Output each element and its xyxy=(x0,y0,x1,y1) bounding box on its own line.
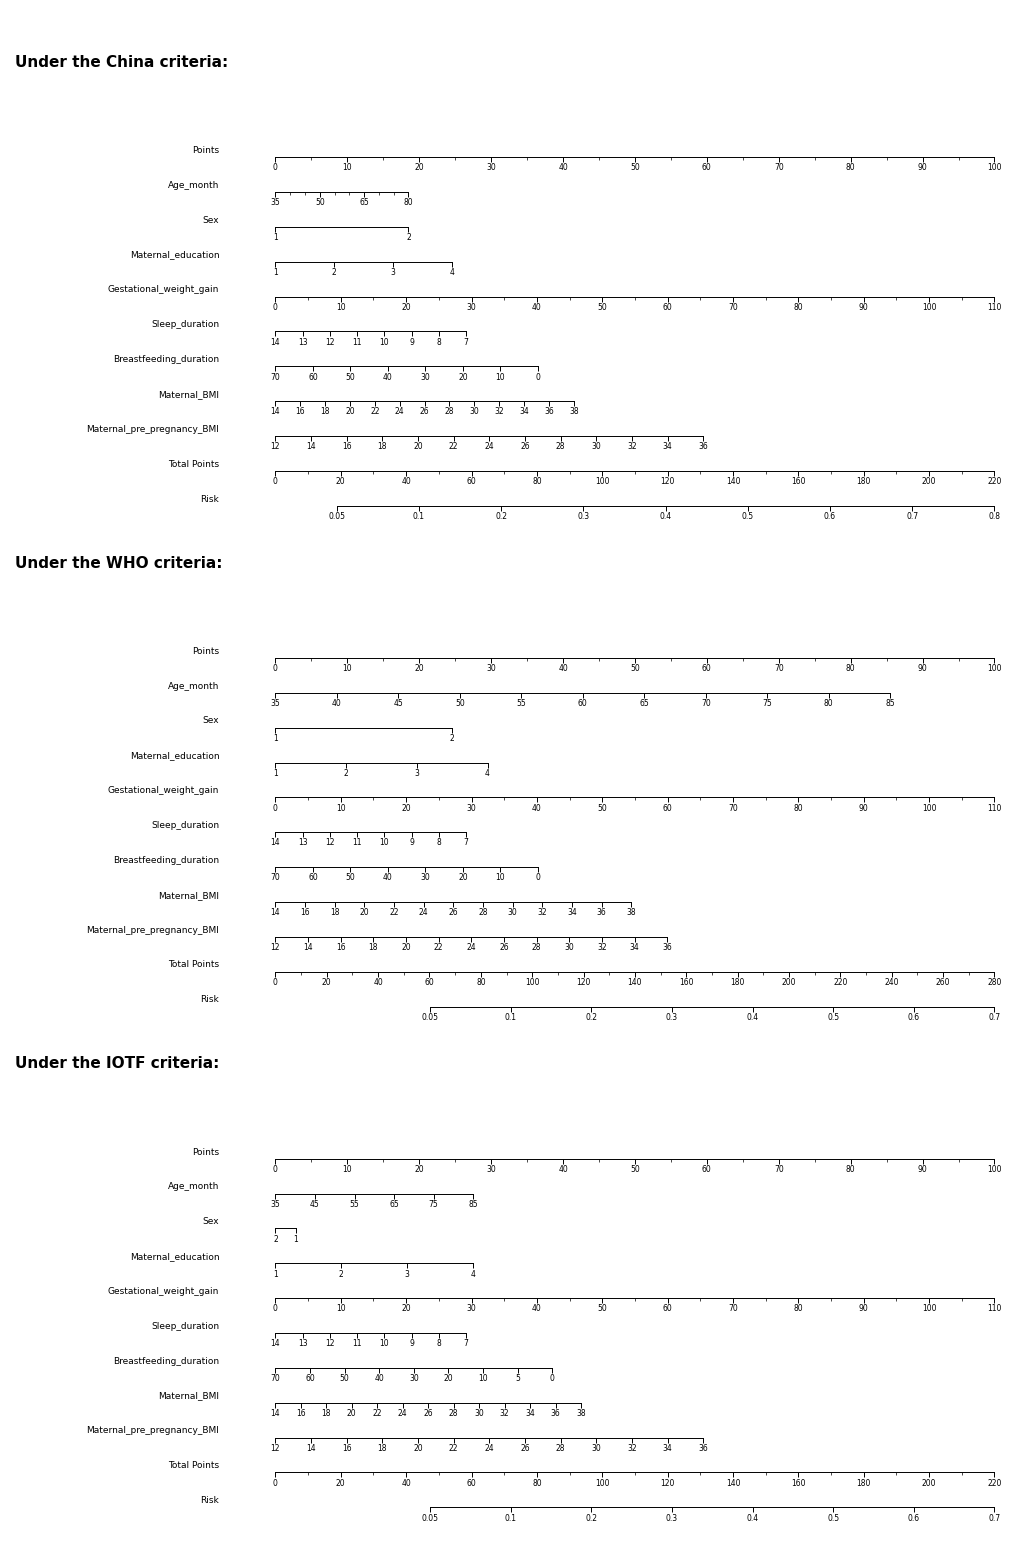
Text: Under the WHO criteria:: Under the WHO criteria: xyxy=(15,556,222,571)
Text: Risk: Risk xyxy=(201,495,219,504)
Text: Sleep_duration: Sleep_duration xyxy=(151,321,219,329)
Text: Sex: Sex xyxy=(203,1218,219,1227)
Text: Breastfeeding_duration: Breastfeeding_duration xyxy=(113,856,219,865)
Text: Age_month: Age_month xyxy=(168,682,219,690)
Text: Maternal_education: Maternal_education xyxy=(129,1252,219,1261)
Text: Points: Points xyxy=(192,146,219,155)
Text: Breastfeeding_duration: Breastfeeding_duration xyxy=(113,355,219,365)
Text: Total Points: Total Points xyxy=(168,460,219,468)
Text: Sleep_duration: Sleep_duration xyxy=(151,822,219,829)
Text: Breastfeeding_duration: Breastfeeding_duration xyxy=(113,1357,219,1366)
Text: Points: Points xyxy=(192,1147,219,1157)
Text: Gestational_weight_gain: Gestational_weight_gain xyxy=(108,285,219,294)
Text: Gestational_weight_gain: Gestational_weight_gain xyxy=(108,1286,219,1296)
Text: Sex: Sex xyxy=(203,216,219,225)
Text: Maternal_BMI: Maternal_BMI xyxy=(158,390,219,399)
Text: Risk: Risk xyxy=(201,995,219,1005)
Text: Maternal_BMI: Maternal_BMI xyxy=(158,1391,219,1401)
Text: Sleep_duration: Sleep_duration xyxy=(151,1322,219,1330)
Text: Under the China criteria:: Under the China criteria: xyxy=(15,55,228,70)
Text: Points: Points xyxy=(192,646,219,656)
Text: Maternal_pre_pregnancy_BMI: Maternal_pre_pregnancy_BMI xyxy=(87,424,219,434)
Text: Maternal_BMI: Maternal_BMI xyxy=(158,890,219,900)
Text: Maternal_pre_pregnancy_BMI: Maternal_pre_pregnancy_BMI xyxy=(87,925,219,934)
Text: Maternal_pre_pregnancy_BMI: Maternal_pre_pregnancy_BMI xyxy=(87,1426,219,1435)
Text: Risk: Risk xyxy=(201,1496,219,1506)
Text: Under the IOTF criteria:: Under the IOTF criteria: xyxy=(15,1056,219,1072)
Text: Maternal_education: Maternal_education xyxy=(129,250,219,260)
Text: Total Points: Total Points xyxy=(168,1462,219,1470)
Text: Age_month: Age_month xyxy=(168,1183,219,1191)
Text: Total Points: Total Points xyxy=(168,961,219,969)
Text: Gestational_weight_gain: Gestational_weight_gain xyxy=(108,786,219,795)
Text: Age_month: Age_month xyxy=(168,182,219,189)
Text: Sex: Sex xyxy=(203,717,219,726)
Text: Maternal_education: Maternal_education xyxy=(129,751,219,761)
